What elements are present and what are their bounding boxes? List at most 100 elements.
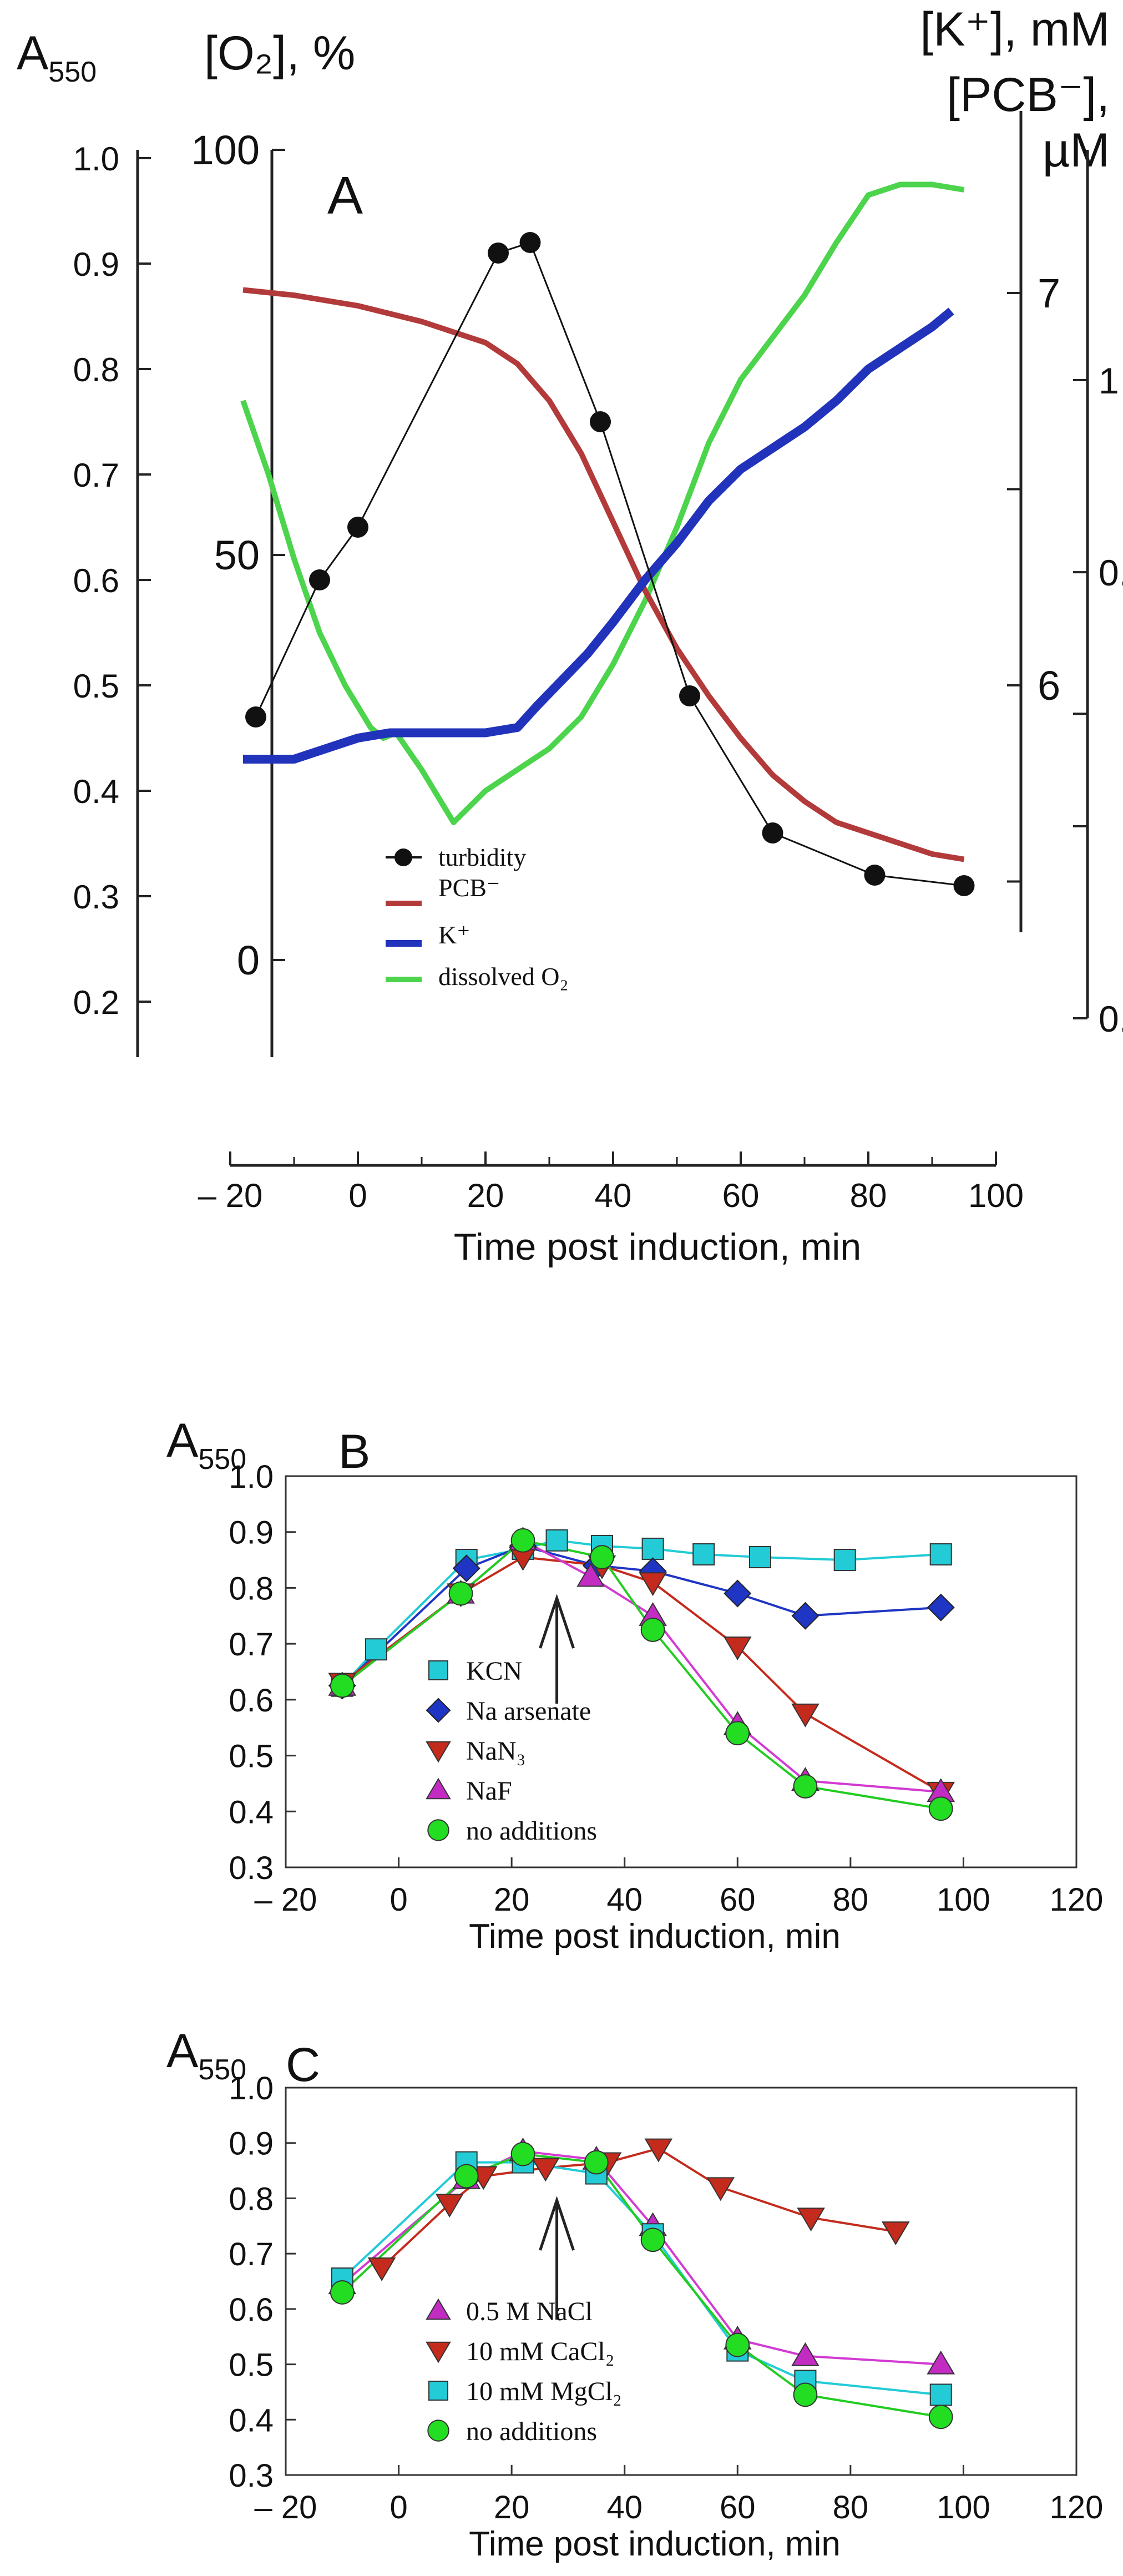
legend-label: KCN (466, 1656, 522, 1686)
o2-axis-title: [O₂], % (204, 27, 355, 80)
series-line-3 (240, 181, 965, 825)
data-point (590, 1545, 614, 1569)
data-point (706, 2177, 735, 2201)
legend-marker (426, 2341, 451, 2363)
panel-a-label: A (327, 166, 363, 225)
o2-tick-label: 50 (214, 532, 260, 578)
data-point (927, 1593, 955, 1622)
panel-a-x-tick-label: 80 (850, 1177, 887, 1214)
data-point (929, 2383, 952, 2406)
panel-b-ylabel: A550 (166, 1414, 246, 1476)
turbidity-point (245, 706, 266, 728)
pcb-tick-label: 1 (1099, 360, 1119, 401)
legend-turbidity-marker (394, 848, 412, 866)
turbidity-line (255, 241, 964, 887)
data-point (797, 2208, 825, 2232)
pcb-tick-label: 0.5 (1099, 552, 1123, 593)
y-tick-label: 0.6 (229, 1683, 274, 1719)
data-point (435, 2194, 464, 2218)
x-tick-label: – 20 (255, 2489, 317, 2526)
x-tick-label: 100 (937, 2489, 990, 2526)
turbidity-point (864, 865, 886, 886)
panel-a-x-tick-label: 40 (595, 1177, 632, 1214)
panel-a-x-tick-label: 100 (968, 1177, 1024, 1214)
data-point (791, 1602, 820, 1630)
legend-marker (427, 1819, 449, 1841)
data-point (584, 2150, 609, 2175)
legend-label: no additions (466, 2417, 597, 2446)
panel-c-series (328, 2137, 955, 2429)
plot-frame (285, 1475, 1078, 1868)
y-tick-label: 0.9 (229, 1515, 274, 1551)
x-tick-label: – 20 (255, 1882, 317, 1918)
panel-b-series (328, 1527, 955, 1821)
x-tick-label: 60 (720, 1882, 756, 1918)
a550-tick-label: 0.8 (73, 351, 119, 388)
panel-c-legend: 0.5 M NaCl 10 mM CaCl₂ 10 mM MgCl₂ no addit… (426, 2297, 622, 2446)
legend-label: no additions (466, 1816, 597, 1846)
legend-marker (427, 2420, 449, 2442)
legend-label: Na arsenate (466, 1696, 591, 1726)
a550-tick-label: 0.2 (73, 984, 119, 1021)
panel-a-x-tick-label: – 20 (198, 1177, 263, 1214)
panel-a-xlabel: Time post induction, min (454, 1226, 861, 1268)
panel-c-ylabel: A550 (166, 2024, 246, 2086)
series-line (341, 2150, 941, 2366)
x-tick-label: 80 (833, 2489, 869, 2526)
data-point (749, 1546, 771, 1569)
data-point (641, 1537, 664, 1560)
pcb-tick-label: 0.1 (1099, 998, 1123, 1039)
data-point (725, 2332, 750, 2357)
x-tick-label: 40 (606, 2489, 643, 2526)
panel-b: A550 B 0.3 0.4 0.5 0.6 0.7 0.8 0.9 1.0 – 20 0 20 40… (166, 1414, 1103, 1956)
panel-c-xlabel: Time post induction, min (469, 2525, 841, 2563)
panel-a-x-tick-label: 60 (722, 1177, 760, 1214)
data-point (452, 1554, 480, 1583)
legend-label: NaN₃ (466, 1736, 525, 1766)
panel-c-label: C (286, 2038, 320, 2092)
induction-arrow-head (539, 1594, 575, 1649)
y-tick-label: 0.9 (229, 2126, 274, 2162)
data-point (510, 2141, 535, 2166)
turbidity-point (347, 517, 368, 538)
data-point (365, 1638, 387, 1661)
data-point (928, 1796, 953, 1821)
x-tick-label: 0 (389, 1882, 407, 1918)
y-tick-label: 0.3 (229, 1850, 274, 1886)
a550-tick-label: 1.0 (73, 140, 119, 178)
turbidity-point (762, 822, 783, 843)
data-point (454, 2164, 479, 2189)
y-tick-label: 0.8 (229, 2181, 274, 2217)
legend-o2: dissolved O₂ (438, 962, 569, 991)
y-tick-label: 0.7 (229, 1627, 274, 1663)
x-tick-label: 20 (494, 1882, 530, 1918)
a550-axis-title: A550 (17, 27, 97, 88)
x-tick-label: 80 (833, 1882, 869, 1918)
panel-b-label: B (338, 1425, 370, 1478)
data-point (330, 1673, 355, 1698)
a550-tick-label: 0.5 (73, 668, 119, 705)
k-tick-label: 7 (1038, 270, 1060, 316)
y-tick-label: 0.4 (229, 1794, 274, 1830)
panel-a-x-tick-label: 0 (348, 1177, 367, 1214)
data-point (692, 1543, 715, 1565)
legend-marker (426, 1698, 451, 1723)
turbidity-point (590, 411, 611, 432)
legend-marker (428, 2381, 448, 2401)
legend-marker (426, 1777, 451, 1800)
y-tick-label: 0.5 (229, 1739, 274, 1775)
y-tick-label: 0.6 (229, 2292, 274, 2328)
data-point (510, 1528, 535, 1553)
data-point (639, 1572, 667, 1597)
data-point (448, 1581, 473, 1606)
data-point (725, 1721, 750, 1746)
turbidity-point (309, 569, 330, 590)
turbidity-point (679, 685, 700, 706)
y-tick-label: 0.7 (229, 2236, 274, 2272)
data-point (640, 1618, 665, 1642)
k-tick-label: 6 (1038, 663, 1060, 709)
panel-a-axes: 0.2 0.3 0.4 0.5 0.6 0.7 0.8 0.9 1.0 0 50 100 6 7 0.1 0.… (73, 111, 1123, 1214)
panel-b-axes: 0.3 0.4 0.5 0.6 0.7 0.8 0.9 1.0 – 20 0 20 40 60 80 100… (229, 1459, 1103, 1918)
panel-c: A550 C 0.3 0.4 0.5 0.6 0.7 0.8 0.9 1.0 – 20 0 20 40… (166, 2024, 1103, 2563)
data-point (640, 2228, 665, 2252)
